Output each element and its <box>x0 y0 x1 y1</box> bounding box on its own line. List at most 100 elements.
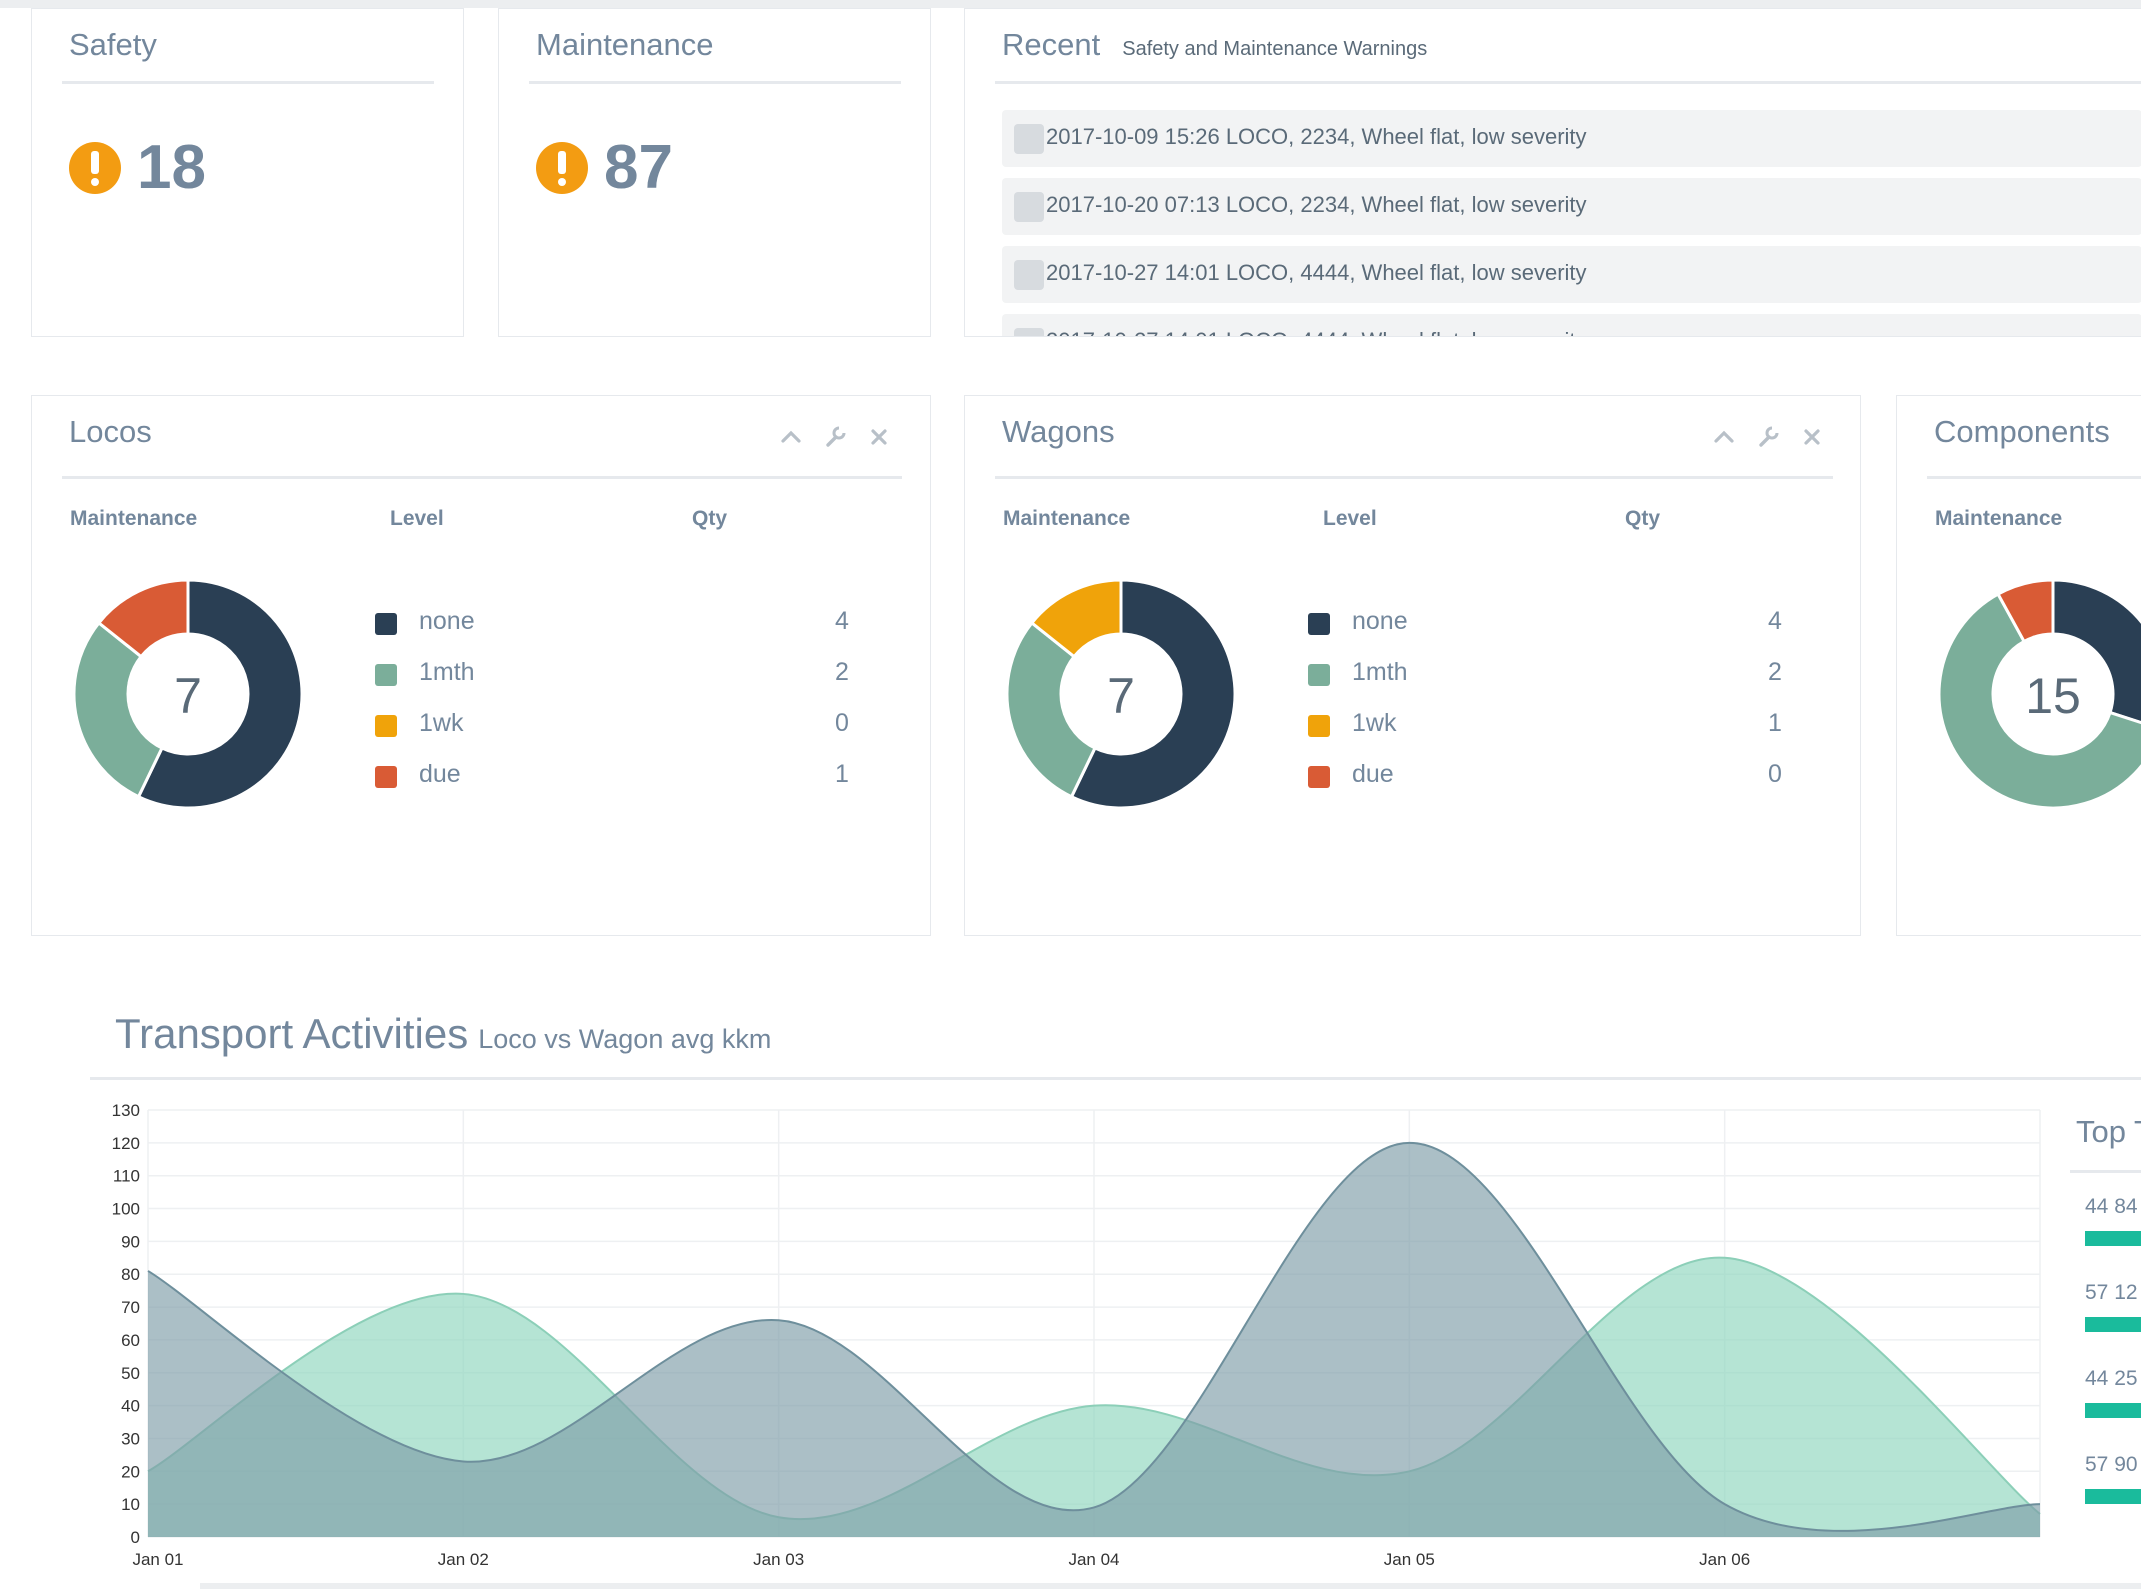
legend-row-none: none 4 <box>1308 607 1782 641</box>
warning-row[interactable]: 2017-10-27 14:01 LOCO, 4444, Wheel flat,… <box>1002 246 2141 303</box>
y-tick-label: 40 <box>121 1397 140 1416</box>
maintenance-column-header: Maintenance <box>1003 507 1131 530</box>
top-item-value: 44 84 <box>2085 1195 2138 1218</box>
donut-slice-1mth <box>1005 620 1097 799</box>
top-item-value: 57 90 <box>2085 1453 2138 1476</box>
legend-label: none <box>419 607 475 635</box>
locos-title: Locos <box>69 414 152 449</box>
legend-label: 1wk <box>419 709 464 737</box>
recent-title: Recent Safety and Maintenance Warnings <box>1002 27 1427 63</box>
x-tick-label: Jan 03 <box>753 1550 804 1569</box>
y-tick-label: 130 <box>112 1101 140 1120</box>
locos-donut-total: 7 <box>174 668 202 724</box>
safety-count: 18 <box>137 133 206 202</box>
close-icon[interactable] <box>868 426 890 448</box>
warning-text: 2017-10-20 07:13 LOCO, 2234, Wheel flat,… <box>1046 192 1587 217</box>
legend-qty: 1 <box>835 760 849 788</box>
components-title: Components <box>1934 414 2110 449</box>
safety-stat: 18 <box>69 137 206 199</box>
x-tick-label: Jan 02 <box>438 1550 489 1569</box>
components-title-rule <box>1927 476 2141 479</box>
close-icon[interactable] <box>1801 426 1823 448</box>
y-tick-label: 50 <box>121 1364 140 1383</box>
warning-row[interactable]: 2017-10-09 15:26 LOCO, 2234, Wheel flat,… <box>1002 110 2141 167</box>
wrench-icon[interactable] <box>824 426 846 448</box>
legend-qty: 0 <box>1768 760 1782 788</box>
legend-qty: 1 <box>1768 709 1782 737</box>
recent-heading: Recent <box>1002 27 1101 62</box>
legend-row-1mth: 1mth 2 <box>375 658 849 692</box>
wrench-icon[interactable] <box>1757 426 1779 448</box>
y-tick-label: 0 <box>131 1528 140 1547</box>
maintenance-stat: 87 <box>536 137 673 199</box>
legend-swatch <box>1308 613 1330 635</box>
top-item: 44 84 <box>2085 1195 2141 1246</box>
qty-column-header: Qty <box>692 507 728 530</box>
donut-slice-none <box>136 578 304 810</box>
legend-swatch <box>375 715 397 737</box>
y-tick-label: 90 <box>121 1232 140 1251</box>
top-item: 57 12 <box>2085 1281 2141 1332</box>
safety-title: Safety <box>69 27 157 62</box>
y-tick-label: 30 <box>121 1429 140 1448</box>
row-checkbox[interactable] <box>1014 260 1044 290</box>
y-tick-label: 70 <box>121 1298 140 1317</box>
top-item-bar <box>2085 1231 2141 1246</box>
y-tick-label: 60 <box>121 1331 140 1350</box>
recent-subtitle: Safety and Maintenance Warnings <box>1122 38 1428 60</box>
collapse-icon[interactable] <box>1713 426 1735 448</box>
bottom-strip <box>200 1583 2141 1589</box>
top-panel-rule <box>2070 1170 2141 1173</box>
warning-text: 2017-10-27 14:01 LOCO, 4444, Wheel flat,… <box>1046 260 1587 285</box>
collapse-icon[interactable] <box>780 426 802 448</box>
y-tick-label: 120 <box>112 1134 140 1153</box>
wagons-title: Wagons <box>1002 414 1115 449</box>
legend-label: due <box>1352 760 1394 788</box>
row-checkbox[interactable] <box>1014 192 1044 222</box>
transport-title: Transport Activities Loco vs Wagon avg kk… <box>115 1010 771 1058</box>
warning-row[interactable]: 2017-10-27 14:01 LOCO, 4444, Wheel flat,… <box>1002 314 2141 336</box>
top-item-bar <box>2085 1317 2141 1332</box>
maintenance-column-header: Maintenance <box>1935 507 2063 530</box>
top-strip <box>0 0 2141 8</box>
y-tick-label: 100 <box>112 1200 140 1219</box>
legend-row-1wk: 1wk 0 <box>375 709 849 743</box>
row-checkbox[interactable] <box>1014 124 1044 154</box>
components-donut-total: 15 <box>2025 668 2081 724</box>
legend-swatch <box>375 766 397 788</box>
x-tick-label: Jan 06 <box>1699 1550 1750 1569</box>
wagons-donut-total: 7 <box>1107 668 1135 724</box>
donut-slice-1mth <box>72 620 164 799</box>
y-tick-label: 80 <box>121 1265 140 1284</box>
warning-icon <box>69 142 121 194</box>
legend-swatch <box>375 613 397 635</box>
legend-qty: 2 <box>1768 658 1782 686</box>
maintenance-title-rule <box>529 81 901 84</box>
maintenance-panel: Maintenance 87 <box>498 8 931 337</box>
transport-subtitle: Loco vs Wagon avg kkm <box>478 1024 772 1054</box>
series-area-2 <box>148 1142 2040 1537</box>
donut-slice-1mth <box>1937 592 2141 810</box>
components-donut-chart: 15 <box>1937 578 2141 810</box>
top-item-bar <box>2085 1489 2141 1504</box>
safety-panel: Safety 18 <box>31 8 464 337</box>
components-panel: Components Maintenance 15 <box>1896 395 2141 936</box>
legend-row-1wk: 1wk 1 <box>1308 709 1782 743</box>
panel-toolbox <box>1713 426 1823 448</box>
legend-swatch <box>375 664 397 686</box>
legend-qty: 4 <box>835 607 849 635</box>
legend-label: 1mth <box>1352 658 1408 686</box>
legend-row-1mth: 1mth 2 <box>1308 658 1782 692</box>
legend-swatch <box>1308 664 1330 686</box>
donut-slice-1wk <box>1029 578 1123 659</box>
warning-text: 2017-10-27 14:01 LOCO, 4444, Wheel flat,… <box>1046 328 1587 336</box>
row-checkbox[interactable] <box>1014 328 1044 336</box>
locos-title-rule <box>62 476 902 479</box>
x-tick-label: Jan 04 <box>1068 1550 1119 1569</box>
top-item-bar <box>2085 1403 2141 1418</box>
maintenance-count: 87 <box>604 133 673 202</box>
maintenance-column-header: Maintenance <box>70 507 198 530</box>
wagons-donut-chart: 7 <box>1005 578 1237 810</box>
warning-row[interactable]: 2017-10-20 07:13 LOCO, 2234, Wheel flat,… <box>1002 178 2141 235</box>
